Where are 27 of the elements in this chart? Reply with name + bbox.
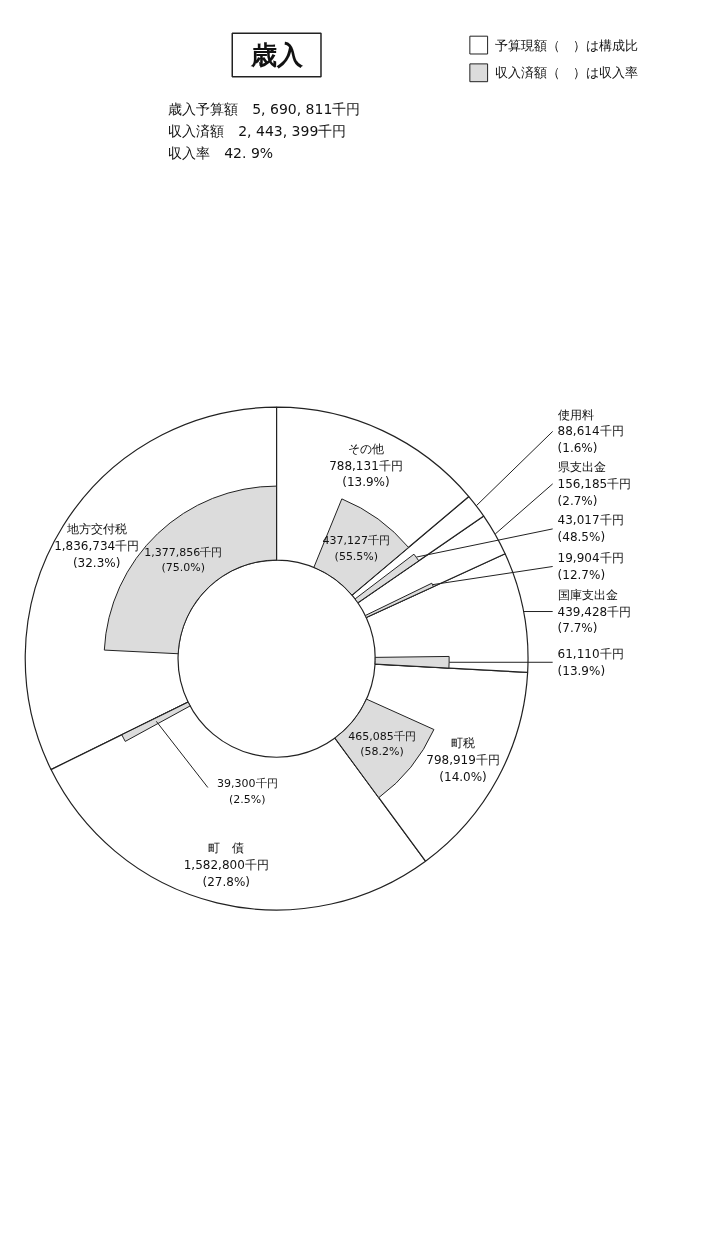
text: 収入済額 2, 443, 399千円 bbox=[168, 123, 347, 140]
text: 収入率 42. 9% bbox=[168, 144, 274, 161]
data-label: 88,614千円 (1.6%) bbox=[557, 424, 624, 456]
chart-title: 歳入 bbox=[249, 39, 304, 70]
slice-label: 国庫支出金 bbox=[557, 587, 618, 602]
slice-label: その他 bbox=[347, 441, 384, 456]
data-label: 1,582,800千円 (27.8%) bbox=[183, 858, 269, 890]
data-label: 1,377,856千円 (75.0%) bbox=[144, 545, 223, 575]
data-label: 798,919千円 (14.0%) bbox=[426, 752, 500, 784]
text: 歳入予算額 5, 690, 811千円 bbox=[168, 101, 361, 118]
legend-label: 予算現額（ ）は構成比 bbox=[494, 37, 638, 53]
data-label: 19,904千円 (12.7%) bbox=[557, 551, 624, 582]
data-label: 465,085千円 (58.2%) bbox=[348, 729, 416, 759]
slice-label: 町 債 bbox=[208, 841, 245, 856]
data-label: 437,127千円 (55.5%) bbox=[322, 534, 391, 563]
slice-label: 地方交付税 bbox=[65, 522, 127, 537]
legend-label: 収入済額（ ）は収入率 bbox=[494, 65, 638, 81]
slice-label: 県支出金 bbox=[557, 460, 606, 475]
data-label: 1,836,734千円 (32.3%) bbox=[54, 539, 140, 570]
data-label: 439,428千円 (7.7%) bbox=[557, 604, 632, 636]
data-label: 61,110千円 (13.9%) bbox=[557, 646, 624, 678]
data-label: 156,185千円 (2.7%) bbox=[557, 476, 632, 508]
data-label: 788,131千円 (13.9%) bbox=[329, 458, 403, 490]
data-label: 39,300千円 (2.5%) bbox=[217, 777, 278, 806]
slice-label: 町税 bbox=[451, 736, 476, 751]
data-label: 43,017千円 (48.5%) bbox=[557, 513, 624, 545]
slice-label: 使用料 bbox=[557, 407, 594, 422]
